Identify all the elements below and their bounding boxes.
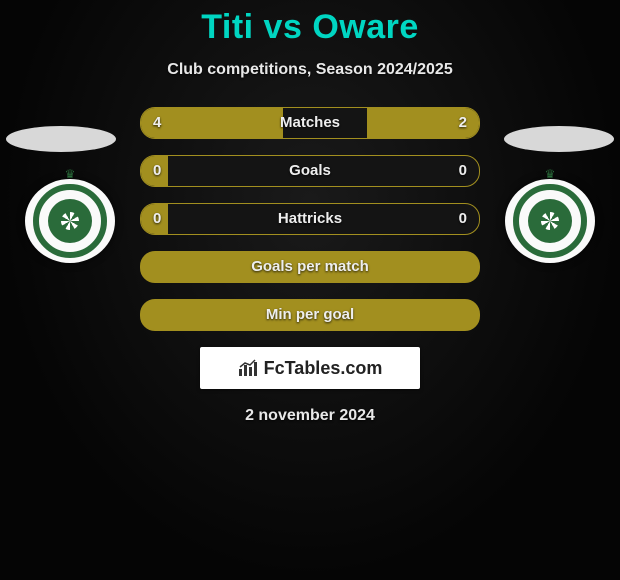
branding-text: FcTables.com (264, 358, 383, 379)
stat-row: Goals0 0 (140, 155, 480, 187)
stat-label: Matches (141, 108, 479, 138)
stat-label: Goals (141, 156, 479, 186)
stat-row: Hattricks0 0 (140, 203, 480, 235)
player1-club-badge: ♛ (20, 176, 120, 266)
stat-label: Goals per match (141, 252, 479, 282)
stat-value-left: 4 (153, 108, 161, 138)
stats-block: Matches42Goals00Hattricks00Goals per mat… (140, 107, 480, 331)
vs-label: vs (264, 8, 303, 46)
stat-row: Min per goal (140, 299, 480, 331)
stat-value-right: 0 (459, 156, 467, 186)
comparison-card: Titi vs Oware Club competitions, Season … (0, 0, 620, 580)
stat-label: Min per goal (141, 300, 479, 330)
date-label: 2 november 2024 (0, 407, 620, 425)
stat-value-right: 0 (459, 204, 467, 234)
stat-label: Hattricks (141, 204, 479, 234)
player2-name: Oware (312, 8, 418, 46)
stat-value-left: 0 (153, 204, 161, 234)
player1-photo-placeholder (6, 126, 116, 152)
stat-value-left: 0 (153, 156, 161, 186)
subtitle: Club competitions, Season 2024/2025 (0, 61, 620, 79)
crown-icon: ♛ (545, 167, 556, 181)
player2-club-badge: ♛ (500, 176, 600, 266)
crown-icon: ♛ (65, 167, 76, 181)
chart-icon (238, 359, 260, 377)
stat-row: Goals per match (140, 251, 480, 283)
player1-name: Titi (201, 8, 253, 46)
player2-photo-placeholder (504, 126, 614, 152)
stat-value-right: 2 (459, 108, 467, 138)
page-title: Titi vs Oware (0, 0, 620, 47)
stat-row: Matches4 2 (140, 107, 480, 139)
branding-badge: FcTables.com (200, 347, 420, 389)
